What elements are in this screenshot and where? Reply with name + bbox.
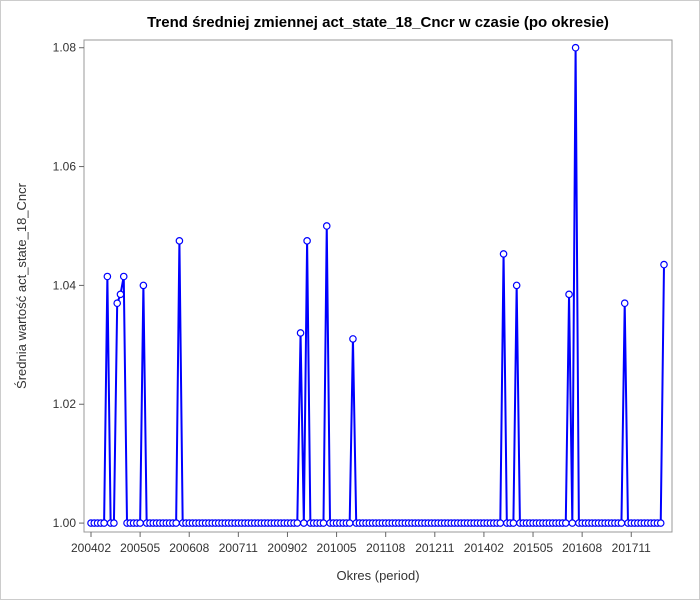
- data-point: [568, 519, 577, 527]
- x-tick-label: 201108: [366, 541, 405, 555]
- data-point: [571, 43, 580, 52]
- data-point: [660, 260, 668, 269]
- x-tick-label: 201505: [513, 541, 553, 555]
- data-point: [303, 237, 311, 245]
- data-point: [110, 519, 118, 527]
- data-point: [172, 519, 180, 527]
- y-axis-label: Średnia wartość act_state_18_Cncr: [14, 182, 29, 389]
- data-point: [175, 237, 184, 245]
- data-point: [499, 250, 508, 258]
- y-tick-label: 1.08: [53, 41, 77, 55]
- x-tick-label: 200402: [71, 541, 111, 555]
- data-point: [496, 519, 505, 527]
- x-tick-label: 201211: [415, 541, 454, 555]
- chart-title: Trend średniej zmiennej act_state_18_Cnc…: [147, 14, 609, 31]
- x-tick-label: 200711: [219, 541, 258, 555]
- data-point: [139, 281, 148, 290]
- data-point: [322, 222, 331, 230]
- data-point: [319, 519, 328, 527]
- data-point: [103, 272, 112, 281]
- data-point: [565, 290, 573, 299]
- data-point: [293, 519, 302, 527]
- data-point: [113, 299, 121, 308]
- data-point: [620, 299, 629, 308]
- data-point: [512, 281, 521, 290]
- x-tick-label: 201608: [562, 541, 602, 555]
- data-point: [119, 272, 128, 281]
- y-tick-label: 1.00: [53, 516, 77, 530]
- y-tick-label: 1.04: [53, 278, 77, 292]
- data-point: [509, 519, 518, 527]
- x-tick-label: 201005: [317, 541, 357, 555]
- data-point: [656, 519, 665, 527]
- data-point: [100, 519, 108, 527]
- data-point: [116, 290, 125, 299]
- data-point: [300, 519, 308, 527]
- data-point: [561, 519, 570, 527]
- x-tick-label: 200902: [267, 541, 307, 555]
- data-point: [349, 335, 357, 343]
- data-point: [296, 329, 305, 337]
- x-tick-label: 201402: [464, 541, 504, 555]
- plot-frame: [83, 39, 673, 533]
- x-tick-label: 200608: [169, 541, 209, 555]
- data-point: [136, 519, 144, 527]
- data-point: [617, 519, 626, 527]
- data-point: [345, 519, 354, 527]
- y-tick-label: 1.02: [53, 397, 77, 411]
- x-axis-label: Okres (period): [336, 568, 419, 583]
- x-tick-label: 200505: [120, 541, 160, 555]
- y-tick-label: 1.06: [53, 160, 77, 174]
- x-tick-label: 201711: [612, 541, 651, 555]
